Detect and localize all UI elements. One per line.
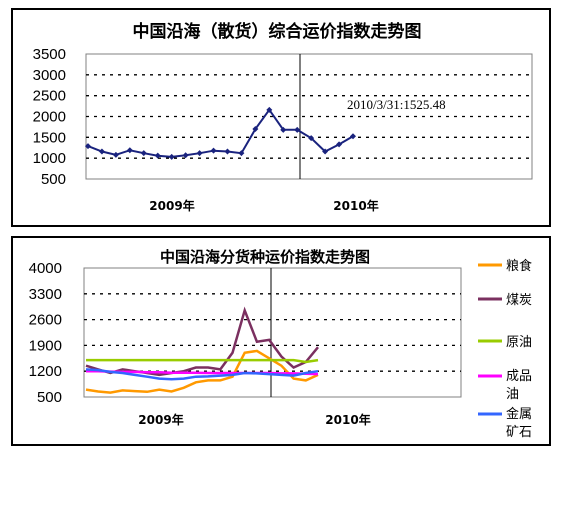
top-data-point xyxy=(350,133,356,140)
bottom-ytick-label: 4000 xyxy=(29,260,62,277)
bottom-ytick-label: 1200 xyxy=(29,363,62,380)
top-ytick-label: 1500 xyxy=(33,129,66,146)
top-ytick-label: 2000 xyxy=(33,109,66,126)
bottom-series-line-3 xyxy=(86,369,319,376)
top-data-point xyxy=(182,152,189,159)
top-ytick-label: 2500 xyxy=(33,88,66,105)
top-data-point xyxy=(126,147,133,154)
top-data-point xyxy=(196,150,203,157)
top-ytick-label: 1000 xyxy=(33,150,66,167)
top-data-point xyxy=(224,148,231,155)
bottom-series-group xyxy=(85,306,319,394)
bottom-ytick-label: 1900 xyxy=(29,337,62,354)
top-gridlines xyxy=(86,74,532,159)
top-ytick-label: 3500 xyxy=(33,46,66,63)
top-ytick-label: 500 xyxy=(41,171,66,188)
bottom-xtick-2009: 2009年 xyxy=(138,412,183,427)
top-series-group xyxy=(85,106,356,160)
legend-label: 金属 xyxy=(506,406,532,422)
legend-label-cont: 油 xyxy=(506,387,519,402)
legend-label: 煤炭 xyxy=(506,293,532,308)
bottom-ytick-label: 2600 xyxy=(29,312,62,329)
top-data-point xyxy=(210,147,217,154)
top-data-point xyxy=(85,143,91,150)
top-data-point xyxy=(280,126,287,133)
top-xtick-2009: 2009年 xyxy=(149,198,194,213)
legend-label: 原油 xyxy=(506,335,532,350)
bottom-y-axis: 4000 3300 2600 1900 1200 500 xyxy=(29,260,62,406)
top-data-point xyxy=(266,106,273,113)
bottom-ytick-label: 3300 xyxy=(29,286,62,303)
top-ytick-label: 3000 xyxy=(33,67,66,84)
top-data-point xyxy=(308,135,315,142)
top-data-point xyxy=(98,148,105,155)
top-data-point xyxy=(322,148,329,155)
legend-label: 成品 xyxy=(506,369,532,384)
legend-label-cont: 矿石 xyxy=(506,425,532,440)
bottom-plot-area xyxy=(83,267,462,398)
bottom-series-line-2 xyxy=(86,358,319,364)
top-data-point xyxy=(238,150,245,157)
top-data-point xyxy=(336,141,343,148)
top-data-point xyxy=(112,151,119,158)
top-data-point xyxy=(154,152,161,159)
top-chart-title: 中国沿海（散货）综合运价指数走势图 xyxy=(133,21,422,42)
bottom-series-line-0 xyxy=(85,349,319,394)
bottom-series-line-1 xyxy=(85,306,319,377)
top-data-point xyxy=(140,150,147,157)
top-data-point xyxy=(294,126,301,133)
bottom-chart-title: 中国沿海分货种运价指数走势图 xyxy=(160,248,370,266)
top-xtick-2010: 2010年 xyxy=(333,198,378,213)
legend-label: 粮食 xyxy=(506,258,532,274)
bottom-gridlines xyxy=(84,293,461,372)
bottom-xtick-2010: 2010年 xyxy=(325,412,370,427)
bottom-ytick-label: 500 xyxy=(37,389,62,406)
top-data-point xyxy=(168,153,175,160)
top-annotation: 2010/3/31:1525.48 xyxy=(347,97,446,112)
top-y-axis: 3500 3000 2500 2000 1500 1000 500 xyxy=(33,46,66,188)
bottom-series-line-4 xyxy=(85,368,319,381)
top-data-point xyxy=(252,126,259,132)
